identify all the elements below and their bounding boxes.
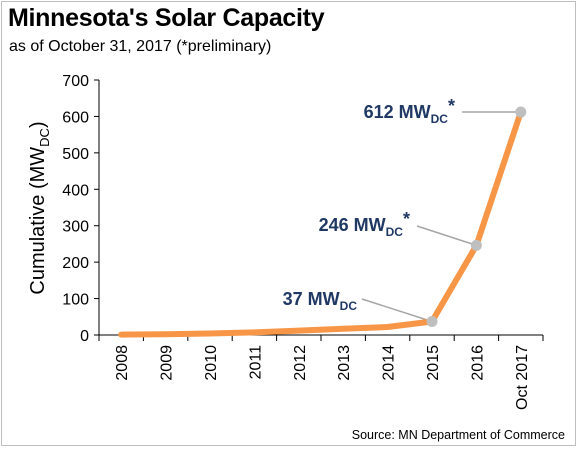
x-tick-label: 2008 bbox=[114, 345, 131, 381]
data-point-marker bbox=[426, 316, 438, 328]
y-tick-labels: 0 100 200 300 400 500 600 700 bbox=[62, 73, 89, 345]
callout-leader-line bbox=[416, 225, 477, 247]
data-point-marker bbox=[515, 106, 527, 118]
x-tick-label: Oct 2017 bbox=[514, 345, 531, 410]
x-tick-label: 2014 bbox=[381, 345, 398, 381]
x-tick-label: 2009 bbox=[159, 345, 176, 381]
source-note: Source: MN Department of Commerce bbox=[351, 428, 565, 442]
callout-leader-line bbox=[361, 298, 433, 323]
x-tick-label: 2012 bbox=[292, 345, 309, 381]
data-callout-label: 246 MWDC* bbox=[319, 209, 410, 239]
y-tick-label: 300 bbox=[62, 219, 89, 236]
y-tick-label: 700 bbox=[62, 73, 89, 90]
y-tick-label: 400 bbox=[62, 182, 89, 199]
callout-leader-lines bbox=[361, 111, 521, 323]
x-tick-label: 2015 bbox=[425, 345, 442, 381]
x-tick-label: 2016 bbox=[469, 345, 486, 381]
y-axis-label: Cumulative (MWDC) bbox=[27, 121, 52, 294]
chart-title: Minnesota's Solar Capacity bbox=[8, 4, 325, 32]
x-tick-labels: 2008 2009 2010 2011 2012 2013 2014 2015 2016 Oct … bbox=[114, 345, 531, 410]
data-callouts: 37 MWDC 246 MWDC* 612 MWDC* bbox=[283, 96, 455, 313]
data-callout-label: 612 MWDC* bbox=[364, 96, 455, 126]
x-tick-label: 2010 bbox=[203, 345, 220, 381]
data-callout-label: 37 MWDC bbox=[283, 289, 358, 313]
y-tick-label: 500 bbox=[62, 146, 89, 163]
y-tick-label: 600 bbox=[62, 109, 89, 126]
chart-subtitle: as of October 31, 2017 (*preliminary) bbox=[9, 38, 272, 55]
y-tick-label: 0 bbox=[80, 328, 89, 345]
x-tick-label: 2013 bbox=[336, 345, 353, 381]
data-markers bbox=[426, 106, 527, 328]
x-tick-label: 2011 bbox=[247, 345, 264, 380]
y-tick-label: 100 bbox=[62, 292, 89, 309]
series-line-solar-capacity bbox=[118, 109, 524, 338]
data-point-marker bbox=[470, 239, 482, 251]
y-tick-label: 200 bbox=[62, 255, 89, 272]
